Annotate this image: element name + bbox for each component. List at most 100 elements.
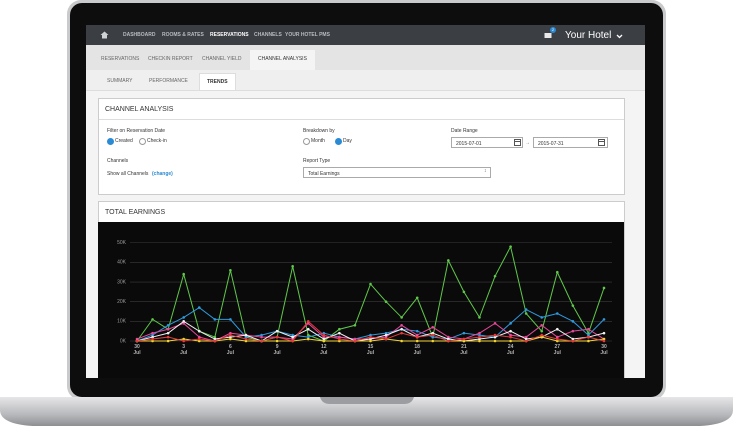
data-point	[229, 337, 232, 341]
data-point	[431, 339, 435, 343]
data-point	[275, 339, 279, 343]
data-point	[384, 331, 388, 335]
data-point	[556, 270, 559, 274]
data-point	[244, 339, 248, 343]
data-point	[182, 272, 185, 276]
data-point	[229, 268, 232, 272]
data-point	[524, 312, 528, 315]
data-point	[275, 329, 279, 333]
dropdown-caret[interactable]	[616, 34, 623, 39]
data-point	[493, 339, 497, 343]
channels-label: Channels	[107, 158, 129, 164]
home-icon[interactable]	[100, 31, 109, 39]
data-point	[478, 316, 481, 319]
channels-text: Show all Channels	[107, 171, 149, 177]
data-point	[431, 335, 435, 339]
data-point	[338, 337, 341, 341]
radio[interactable]	[139, 138, 146, 145]
data-point	[587, 327, 590, 331]
data-point	[135, 339, 139, 343]
date-range-label: Date Range	[451, 128, 478, 134]
messages-icon[interactable]	[544, 31, 552, 39]
data-point	[151, 331, 154, 335]
data-point	[182, 337, 185, 341]
radio-label[interactable]: Check-in	[147, 138, 167, 144]
hotel-name[interactable]: Your Hotel	[565, 30, 612, 41]
radio[interactable]	[335, 138, 342, 145]
data-point	[291, 333, 294, 337]
data-point	[447, 335, 450, 339]
data-point	[571, 329, 575, 333]
sub-nav-item[interactable]: CHECKIN REPORT	[148, 56, 193, 62]
nav-item[interactable]: ROOMS & RATES	[162, 32, 204, 38]
data-point	[587, 339, 590, 343]
data-point	[431, 325, 435, 329]
y-tick-label: 30K	[117, 279, 127, 285]
radio-label[interactable]: Month	[311, 138, 325, 144]
data-point	[369, 337, 372, 341]
x-tick-label: 30 Jul	[600, 344, 608, 356]
data-point	[151, 337, 154, 341]
data-point	[400, 339, 403, 343]
data-point	[384, 335, 388, 339]
data-point	[229, 318, 232, 321]
sub-nav-item[interactable]: CHANNEL YIELD	[202, 56, 242, 62]
y-tick-label: 10K	[117, 319, 127, 325]
select-arrows: ↕	[484, 168, 487, 174]
radio-label[interactable]: Created	[115, 138, 133, 144]
x-tick-label: 12 Jul	[320, 344, 328, 356]
data-point	[353, 339, 357, 343]
divider	[99, 119, 624, 120]
x-tick-label: 3 Jul	[180, 344, 188, 356]
report-type-select[interactable]: Total Earnings	[303, 167, 491, 178]
filter-panel: CHANNEL ANALYSIS Filter on Reservation D…	[98, 98, 625, 195]
nav-item[interactable]: DASHBOARD	[123, 32, 156, 38]
nav-item-active[interactable]: RESERVATIONS	[210, 32, 249, 38]
data-point	[509, 333, 512, 337]
calendar-icon[interactable]	[598, 139, 605, 146]
nav-item[interactable]: YOUR HOTEL PMS	[285, 32, 330, 38]
data-point	[338, 339, 341, 343]
sub-nav-item-active[interactable]: CHANNEL ANALYSIS	[250, 50, 315, 70]
calendar-icon[interactable]	[514, 139, 521, 146]
x-tick-label: 6 Jul	[227, 344, 235, 356]
data-point	[306, 337, 310, 341]
data-point	[166, 335, 170, 339]
tabs: SUMMARY PERFORMANCE TRENDS	[86, 70, 645, 91]
radio[interactable]	[107, 138, 114, 145]
data-point	[182, 316, 185, 319]
date-to[interactable]: 2015-07-31	[533, 137, 608, 148]
data-point	[229, 333, 232, 337]
tab-active[interactable]: TRENDS	[199, 73, 236, 90]
tab[interactable]: PERFORMANCE	[149, 78, 188, 84]
x-tick-label: 18 Jul	[414, 344, 422, 356]
x-tick-label: 21 Jul	[460, 344, 468, 356]
data-point	[244, 333, 248, 337]
data-point	[182, 322, 185, 325]
nav-item[interactable]: CHANNELS	[254, 32, 282, 38]
breakdown-label: Breakdown by	[303, 128, 335, 134]
data-point	[322, 331, 326, 335]
data-point	[306, 327, 310, 331]
radio-label[interactable]: Day	[343, 138, 352, 144]
channels-link[interactable]: (change)	[152, 171, 173, 177]
data-point	[524, 339, 528, 343]
data-point	[602, 337, 606, 341]
data-point	[524, 337, 528, 341]
data-point	[151, 318, 154, 321]
date-from[interactable]: 2015-07-01	[451, 137, 523, 148]
sub-nav-item[interactable]: RESERVATIONS	[101, 56, 140, 62]
tab[interactable]: SUMMARY	[107, 78, 133, 84]
data-point	[587, 333, 590, 337]
data-point	[213, 337, 217, 341]
radio[interactable]	[303, 138, 310, 145]
data-point	[291, 265, 294, 268]
data-point	[135, 337, 139, 341]
data-point	[306, 335, 310, 339]
data-point	[509, 329, 512, 333]
data-point	[384, 337, 388, 341]
data-point	[540, 335, 544, 339]
top-nav: DASHBOARD ROOMS & RATES RESERVATIONS CHA…	[86, 25, 645, 45]
data-point	[462, 290, 466, 294]
data-point	[602, 318, 606, 321]
